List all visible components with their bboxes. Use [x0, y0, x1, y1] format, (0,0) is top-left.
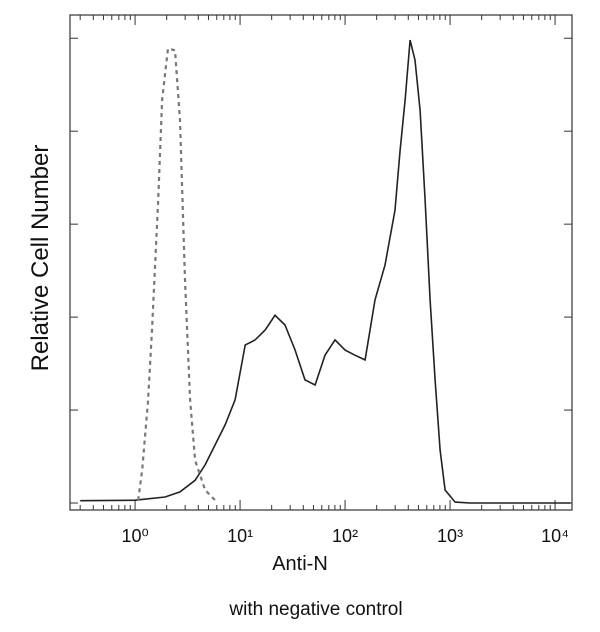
- x-tick-label: 10³: [437, 526, 463, 546]
- caption: with negative control: [228, 599, 402, 620]
- x-tick-label: 10¹: [227, 526, 253, 546]
- data-line: [137, 47, 216, 501]
- y-axis-label: Relative Cell Number: [27, 145, 54, 372]
- plot-frame: [69, 14, 573, 511]
- x-tick-label: 10²: [332, 526, 358, 546]
- data-line: [80, 39, 571, 504]
- x-tick-label: 10⁴: [541, 526, 569, 546]
- x-axis-label: Anti-N: [272, 553, 328, 575]
- x-tick-label: 10⁰: [121, 526, 148, 546]
